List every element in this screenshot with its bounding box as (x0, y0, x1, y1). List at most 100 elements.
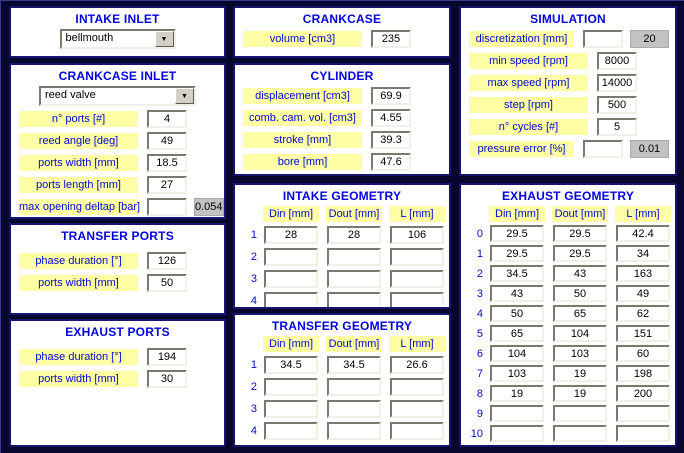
geo-dout-input[interactable] (327, 226, 381, 244)
row-index: 3 (250, 273, 257, 285)
row-index: 0 (476, 227, 483, 240)
discretization-input[interactable] (582, 30, 623, 48)
comb-cham-vol-input[interactable] (371, 109, 411, 127)
dropdown-arrow-icon[interactable]: ▼ (154, 31, 174, 47)
comb-cham-vol-label: comb. cam. vol. [cm3] (243, 110, 362, 126)
geo-dout-input[interactable] (327, 422, 381, 440)
geo-l-input[interactable] (390, 226, 444, 244)
geo-l-input[interactable] (616, 325, 670, 342)
ports-width-label: ports width [mm] (19, 155, 138, 171)
geo-din-input[interactable] (490, 345, 544, 362)
geo-dout-input[interactable] (553, 305, 607, 322)
geo-dout-input[interactable] (553, 385, 607, 402)
stroke-input[interactable] (371, 131, 411, 149)
ports-width-input[interactable] (147, 154, 187, 172)
column-header-din: Din [mm] (263, 336, 319, 352)
geo-din-input[interactable] (490, 425, 544, 442)
pressure-error-input[interactable] (582, 140, 623, 158)
geo-dout-input[interactable] (553, 425, 607, 442)
geo-dout-input[interactable] (327, 248, 381, 266)
geo-din-input[interactable] (490, 325, 544, 342)
geo-din-input[interactable] (490, 405, 544, 422)
geo-l-input[interactable] (616, 385, 670, 402)
geo-dout-input[interactable] (327, 400, 381, 418)
geo-din-input[interactable] (490, 245, 544, 262)
geo-din-input[interactable] (490, 385, 544, 402)
min-speed-input[interactable] (597, 52, 637, 70)
geo-din-input[interactable] (264, 270, 318, 288)
field-row: phase duration [°] (19, 252, 218, 270)
transfer-geometry-table: Din [mm] Dout [mm] L [mm] 1 2 3 4 (242, 336, 445, 440)
bore-input[interactable] (371, 153, 411, 171)
row-index: 2 (250, 251, 257, 263)
exhaust-ports-width-input[interactable] (147, 370, 187, 388)
crankcase-inlet-panel: CRANKCASE INLET reed valve ▼ n° ports [#… (9, 63, 226, 219)
geo-din-input[interactable] (264, 248, 318, 266)
geo-l-input[interactable] (616, 285, 670, 302)
geo-din-input[interactable] (490, 225, 544, 242)
geo-dout-input[interactable] (553, 405, 607, 422)
dropdown-arrow-icon[interactable]: ▼ (175, 88, 194, 104)
displacement-input[interactable] (371, 87, 411, 105)
geo-l-input[interactable] (390, 292, 444, 307)
geo-l-input[interactable] (390, 356, 444, 374)
left-column: INTAKE INLET bellmouth ▼ CRANKCASE INLET… (9, 6, 226, 447)
geo-l-input[interactable] (390, 378, 444, 396)
step-input[interactable] (597, 96, 637, 114)
geo-l-input[interactable] (616, 365, 670, 382)
geo-l-input[interactable] (616, 425, 670, 442)
geo-din-input[interactable] (264, 422, 318, 440)
geo-din-input[interactable] (264, 226, 318, 244)
geo-din-input[interactable] (490, 365, 544, 382)
geo-l-input[interactable] (616, 265, 670, 282)
geo-dout-input[interactable] (553, 225, 607, 242)
column-header-din: Din [mm] (489, 206, 545, 222)
geo-l-input[interactable] (390, 270, 444, 288)
transfer-phase-duration-input[interactable] (147, 252, 187, 270)
reed-angle-input[interactable] (147, 132, 187, 150)
field-row: displacement [cm3] (243, 87, 443, 105)
geo-l-input[interactable] (616, 345, 670, 362)
geo-l-input[interactable] (616, 405, 670, 422)
intake-type-dropdown[interactable]: bellmouth ▼ (59, 29, 176, 49)
geo-din-input[interactable] (264, 378, 318, 396)
transfer-geometry-panel: TRANSFER GEOMETRY Din [mm] Dout [mm] L [… (233, 313, 451, 447)
geo-din-input[interactable] (490, 305, 544, 322)
crankcase-inlet-type-dropdown[interactable]: reed valve ▼ (39, 86, 196, 106)
geo-dout-input[interactable] (553, 325, 607, 342)
geo-din-input[interactable] (264, 356, 318, 374)
row-index: 8 (476, 387, 483, 400)
max-opening-deltap-input[interactable] (147, 198, 187, 216)
geo-l-input[interactable] (616, 305, 670, 322)
ports-length-label: ports length [mm] (19, 177, 138, 193)
geo-din-input[interactable] (490, 285, 544, 302)
geo-l-input[interactable] (390, 400, 444, 418)
geo-l-input[interactable] (616, 245, 670, 262)
geo-dout-input[interactable] (553, 365, 607, 382)
n-ports-input[interactable] (147, 110, 187, 128)
field-row: volume [cm3] (243, 30, 443, 48)
geo-dout-input[interactable] (553, 245, 607, 262)
exhaust-phase-duration-input[interactable] (147, 348, 187, 366)
geo-dout-input[interactable] (327, 356, 381, 374)
geo-din-input[interactable] (264, 292, 318, 307)
geo-dout-input[interactable] (553, 345, 607, 362)
geo-dout-input[interactable] (327, 378, 381, 396)
column-header-l: L [mm] (389, 336, 445, 352)
geo-l-input[interactable] (390, 422, 444, 440)
geo-dout-input[interactable] (327, 292, 381, 307)
geo-din-input[interactable] (490, 265, 544, 282)
geo-dout-input[interactable] (553, 265, 607, 282)
n-cycles-input[interactable] (597, 118, 637, 136)
row-index: 6 (476, 347, 483, 360)
crankcase-volume-input[interactable] (371, 30, 411, 48)
max-speed-input[interactable] (597, 74, 637, 92)
geo-dout-input[interactable] (553, 285, 607, 302)
field-row: n° ports [#] (19, 110, 218, 128)
geo-l-input[interactable] (390, 248, 444, 266)
geo-din-input[interactable] (264, 400, 318, 418)
transfer-ports-width-input[interactable] (147, 274, 187, 292)
geo-l-input[interactable] (616, 225, 670, 242)
ports-length-input[interactable] (147, 176, 187, 194)
geo-dout-input[interactable] (327, 270, 381, 288)
